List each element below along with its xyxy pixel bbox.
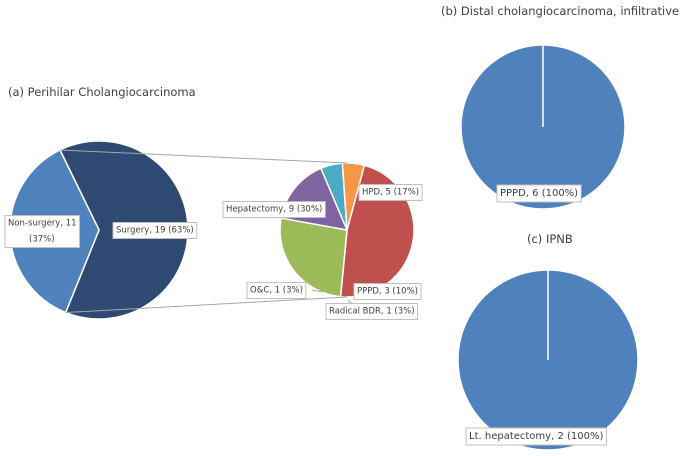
panel-a-title: (a) Perihilar Cholangiocarcinoma bbox=[8, 85, 196, 99]
label-hpd: HPD, 5 (17%) bbox=[358, 184, 423, 201]
svg-text:O&C, 1 (3%): O&C, 1 (3%) bbox=[250, 286, 303, 296]
svg-text:Non-surgery, 11: Non-surgery, 11 bbox=[8, 219, 77, 229]
label-non-surgery: Non-surgery, 11 (37%) bbox=[4, 215, 81, 248]
svg-text:Radical BDR, 1 (3%): Radical BDR, 1 (3%) bbox=[329, 307, 415, 317]
label-lt-hepatectomy: Lt. hepatectomy, 2 (100%) bbox=[465, 427, 607, 446]
svg-text:Lt. hepatectomy, 2 (100%): Lt. hepatectomy, 2 (100%) bbox=[469, 431, 603, 442]
svg-text:(37%): (37%) bbox=[29, 235, 55, 245]
label-pppd-a: PPPD, 3 (10%) bbox=[353, 283, 422, 300]
label-surgery: Surgery, 19 (63%) bbox=[112, 222, 198, 239]
svg-text:Hepatectomy, 9 (30%): Hepatectomy, 9 (30%) bbox=[226, 205, 322, 215]
leader-oc bbox=[311, 289, 324, 293]
label-hepatectomy: Hepatectomy, 9 (30%) bbox=[222, 201, 326, 218]
panel-c-title: (c) IPNB bbox=[527, 232, 573, 246]
connector-top bbox=[59, 149, 348, 164]
label-radical-bdr: Radical BDR, 1 (3%) bbox=[325, 303, 419, 320]
connector-bottom bbox=[65, 296, 348, 314]
label-oc: O&C, 1 (3%) bbox=[246, 282, 307, 299]
a-sub-slice-1 bbox=[279, 217, 348, 298]
label-pppd-b: PPPD, 6 (100%) bbox=[496, 184, 582, 203]
svg-text:HPD, 5 (17%): HPD, 5 (17%) bbox=[362, 188, 419, 198]
svg-text:PPPD, 3 (10%): PPPD, 3 (10%) bbox=[357, 287, 418, 297]
svg-text:PPPD, 6 (100%): PPPD, 6 (100%) bbox=[500, 188, 578, 199]
svg-text:Surgery, 19 (63%): Surgery, 19 (63%) bbox=[116, 226, 194, 236]
panel-b-title: (b) Distal cholangiocarcinoma, infiltrat… bbox=[441, 4, 680, 18]
